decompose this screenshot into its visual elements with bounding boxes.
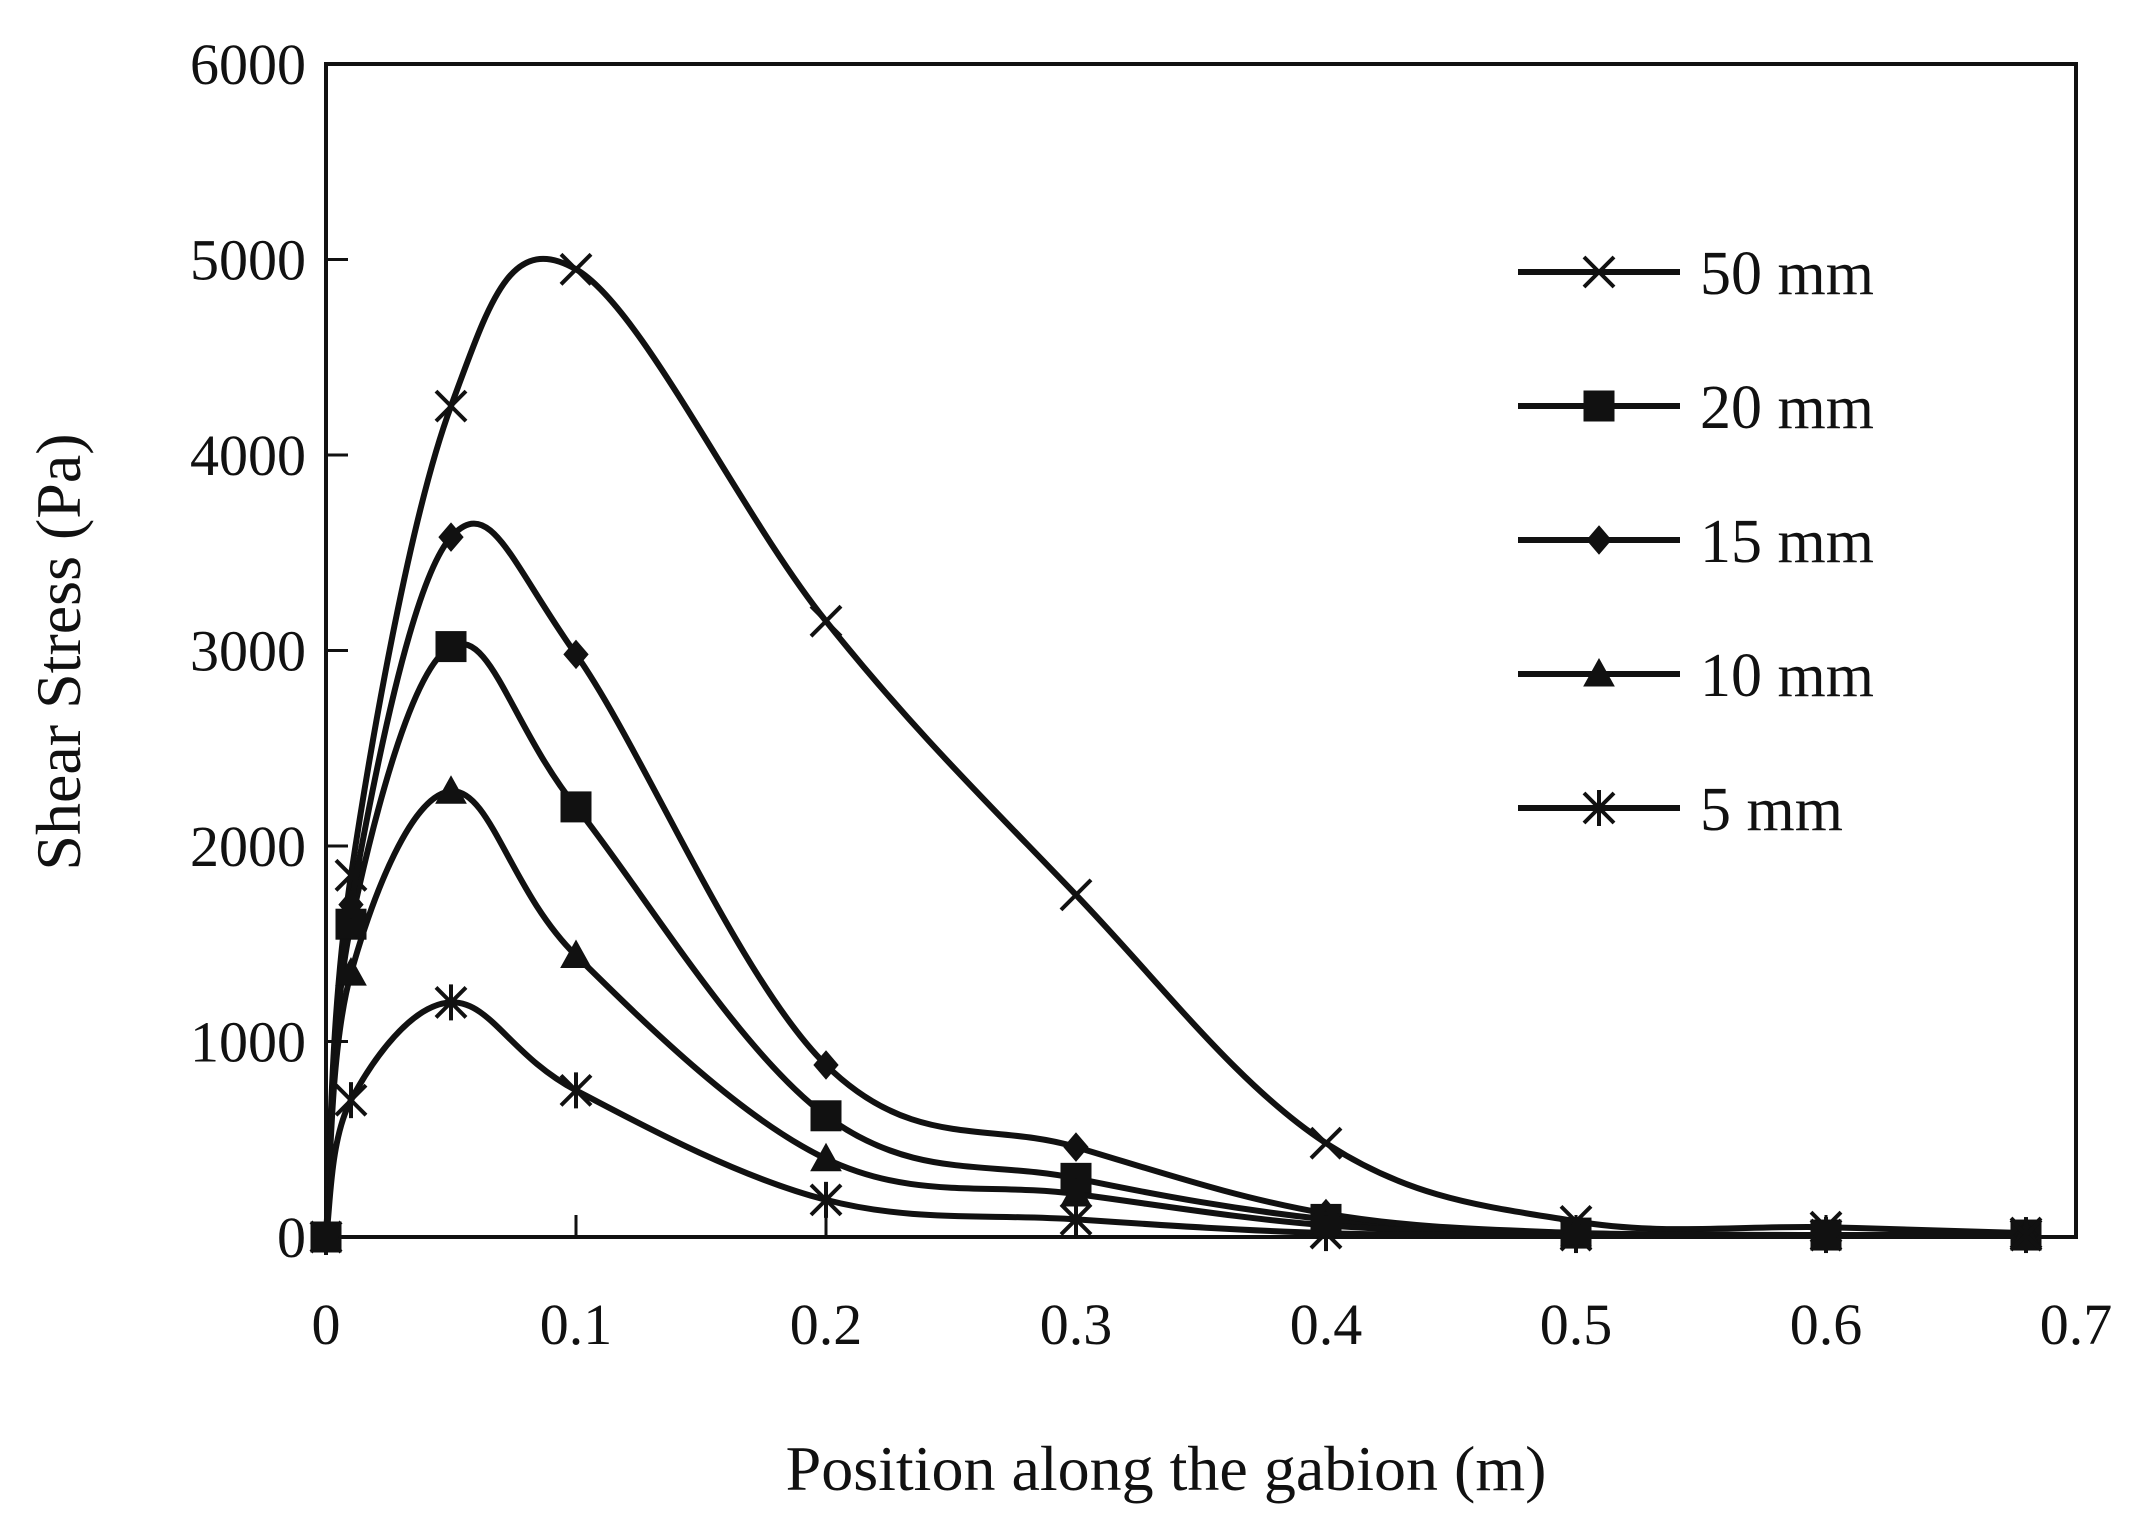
data-point-15-mm [563, 639, 589, 670]
y-tick-label: 6000 [190, 32, 306, 97]
legend-marker [1582, 790, 1616, 826]
legend-label: 50 mm [1700, 240, 1874, 308]
legend-label: 5 mm [1700, 776, 1843, 844]
series-line-50-mm [323, 255, 2029, 1240]
y-axis-label: Shear Stress (Pa) [23, 433, 94, 870]
y-tick-label: 1000 [190, 1010, 306, 1075]
legend-item: 20 mm [1518, 374, 1874, 442]
x-tick-label: 0.5 [1540, 1292, 1613, 1357]
data-point-5-mm [2009, 1217, 2043, 1254]
data-point-50-mm [809, 604, 843, 638]
legend-item: 10 mm [1518, 642, 1874, 710]
x-tick-label: 0.2 [790, 1292, 863, 1357]
data-point-5-mm [559, 1072, 593, 1109]
y-tick-label: 0 [277, 1205, 306, 1270]
data-point-15-mm [1063, 1132, 1089, 1162]
data-point-5-mm [1809, 1217, 1843, 1254]
data-point-20-mm [810, 1100, 842, 1132]
data-point-15-mm [338, 889, 364, 920]
data-point-15-mm [813, 1050, 839, 1080]
x-tick-label: 0.7 [2040, 1292, 2113, 1357]
y-tick-label: 3000 [190, 619, 306, 684]
data-point-5-mm [334, 1082, 368, 1119]
x-tick-label: 0.1 [540, 1292, 613, 1357]
legend-item: 5 mm [1518, 776, 1843, 844]
legend-label: 10 mm [1700, 642, 1874, 710]
data-point-50-mm [334, 858, 368, 892]
legend-marker [1586, 525, 1612, 555]
data-point-5-mm [1059, 1201, 1093, 1238]
data-point-5-mm [434, 984, 468, 1021]
x-tick-label: 0.4 [1290, 1292, 1363, 1357]
data-point-5-mm [1559, 1217, 1593, 1254]
data-point-20-mm [560, 791, 592, 823]
legend-marker [1583, 390, 1615, 422]
legend-item: 50 mm [1518, 240, 1874, 308]
data-point-50-mm [559, 252, 593, 286]
y-tick-label: 5000 [190, 228, 306, 293]
y-tick-label: 2000 [190, 814, 306, 879]
legend-item: 15 mm [1518, 508, 1874, 576]
data-point-50-mm [434, 389, 468, 423]
data-point-15-mm [438, 522, 464, 552]
x-tick-label: 0.6 [1790, 1292, 1863, 1357]
x-axis-label: Position along the gabion (m) [786, 1433, 1547, 1504]
legend-marker [1583, 657, 1615, 687]
data-point-5-mm [1309, 1215, 1343, 1252]
legend-marker [1582, 255, 1616, 289]
data-point-50-mm [1059, 878, 1093, 912]
data-point-10-mm [335, 957, 367, 986]
data-point-5-mm [309, 1219, 343, 1255]
x-tick-label: 0.3 [1040, 1292, 1113, 1357]
series-line-20-mm [323, 641, 2029, 1240]
data-point-10-mm [560, 939, 592, 968]
legend-label: 15 mm [1700, 508, 1874, 576]
legend-label: 20 mm [1700, 374, 1874, 442]
data-point-10-mm [810, 1142, 842, 1172]
data-point-5-mm [809, 1181, 843, 1218]
y-tick-label: 4000 [190, 423, 306, 488]
data-point-20-mm [435, 631, 467, 663]
data-point-50-mm [1309, 1126, 1343, 1160]
series-line-10-mm [323, 788, 2029, 1240]
x-tick-label: 0 [312, 1292, 341, 1357]
data-point-10-mm [435, 775, 467, 804]
series-line-5-mm [323, 999, 2029, 1240]
series-line-15-mm [323, 520, 2029, 1240]
